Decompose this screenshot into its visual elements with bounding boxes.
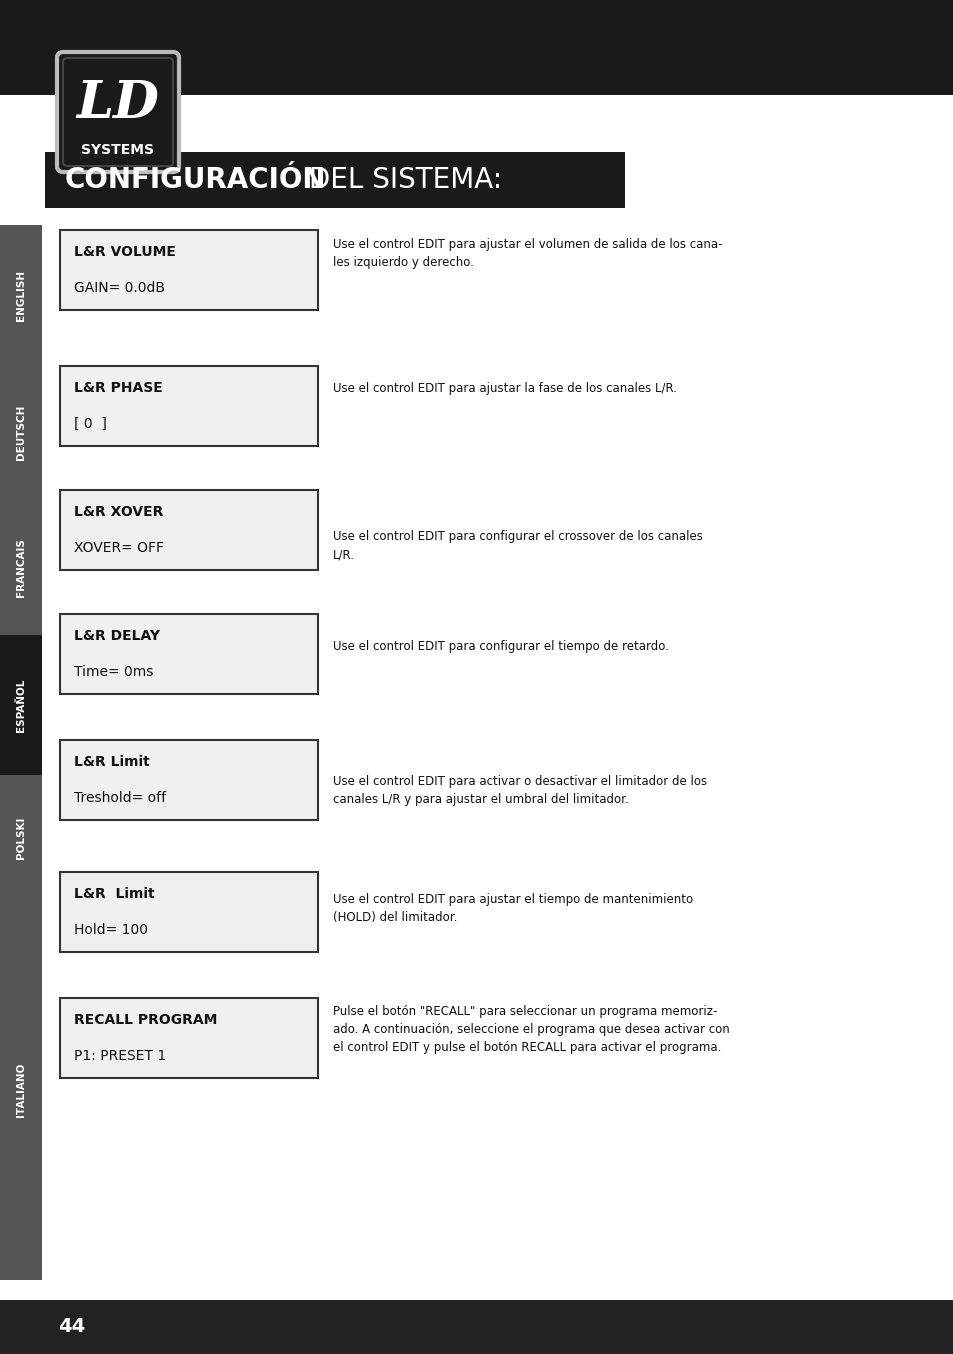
Bar: [60, 872, 317, 952]
Text: L&R PHASE: L&R PHASE: [74, 380, 163, 395]
Text: les izquierdo y derecho.: les izquierdo y derecho.: [333, 256, 474, 269]
Text: FRANCAIS: FRANCAIS: [16, 538, 26, 597]
FancyBboxPatch shape: [45, 152, 624, 209]
Text: Time= 0ms: Time= 0ms: [74, 665, 153, 678]
Text: XOVER= OFF: XOVER= OFF: [74, 542, 164, 555]
Text: CONFIGURACIÓN: CONFIGURACIÓN: [65, 167, 326, 194]
Text: L/R.: L/R.: [333, 548, 355, 561]
Bar: [0, 0, 953, 95]
Text: Use el control EDIT para ajustar el volumen de salida de los cana-: Use el control EDIT para ajustar el volu…: [333, 238, 721, 250]
Bar: [60, 230, 317, 310]
Text: Use el control EDIT para ajustar el tiempo de mantenimiento: Use el control EDIT para ajustar el tiem…: [333, 894, 693, 906]
FancyBboxPatch shape: [63, 58, 172, 167]
Text: RECALL PROGRAM: RECALL PROGRAM: [74, 1013, 217, 1026]
Text: P1: PRESET 1: P1: PRESET 1: [74, 1049, 166, 1063]
Text: LD: LD: [76, 79, 159, 130]
Text: GAIN= 0.0dB: GAIN= 0.0dB: [74, 282, 165, 295]
Text: ado. A continuación, seleccione el programa que desea activar con: ado. A continuación, seleccione el progr…: [333, 1024, 729, 1036]
Text: L&R VOLUME: L&R VOLUME: [74, 245, 175, 259]
Text: SYSTEMS: SYSTEMS: [81, 144, 154, 157]
Text: Use el control EDIT para ajustar la fase de los canales L/R.: Use el control EDIT para ajustar la fase…: [333, 382, 677, 395]
Bar: [0, 900, 42, 1280]
Bar: [60, 998, 317, 1078]
Text: Pulse el botón "RECALL" para seleccionar un programa memoriz-: Pulse el botón "RECALL" para seleccionar…: [333, 1005, 717, 1018]
Bar: [0, 366, 42, 500]
Text: [ 0  ]: [ 0 ]: [74, 417, 107, 431]
Text: Use el control EDIT para configurar el crossover de los canales: Use el control EDIT para configurar el c…: [333, 529, 702, 543]
Bar: [60, 613, 317, 695]
Text: L&R  Limit: L&R Limit: [74, 887, 154, 900]
Text: L&R DELAY: L&R DELAY: [74, 630, 160, 643]
Text: canales L/R y para ajustar el umbral del limitador.: canales L/R y para ajustar el umbral del…: [333, 793, 628, 806]
Text: Treshold= off: Treshold= off: [74, 791, 166, 806]
FancyBboxPatch shape: [57, 51, 179, 172]
Bar: [60, 741, 317, 821]
Text: 44: 44: [58, 1317, 85, 1336]
Text: Use el control EDIT para configurar el tiempo de retardo.: Use el control EDIT para configurar el t…: [333, 640, 668, 653]
Bar: [0, 635, 42, 774]
Bar: [0, 225, 42, 366]
Text: (HOLD) del limitador.: (HOLD) del limitador.: [333, 911, 456, 923]
Text: ESPAÑOL: ESPAÑOL: [16, 678, 26, 731]
Text: POLSKI: POLSKI: [16, 816, 26, 858]
Bar: [0, 1300, 953, 1354]
Bar: [0, 774, 42, 900]
Text: ITALIANO: ITALIANO: [16, 1063, 26, 1117]
Bar: [60, 490, 317, 570]
Bar: [45, 152, 335, 209]
Text: Hold= 100: Hold= 100: [74, 923, 148, 937]
Bar: [0, 500, 42, 635]
Text: L&R XOVER: L&R XOVER: [74, 505, 163, 519]
Text: ENGLISH: ENGLISH: [16, 269, 26, 321]
Text: DEUTSCH: DEUTSCH: [16, 405, 26, 460]
Text: el control EDIT y pulse el botón RECALL para activar el programa.: el control EDIT y pulse el botón RECALL …: [333, 1041, 720, 1053]
Text: L&R Limit: L&R Limit: [74, 756, 150, 769]
Text: DEL SISTEMA:: DEL SISTEMA:: [299, 167, 501, 194]
Bar: [60, 366, 317, 445]
Text: Use el control EDIT para activar o desactivar el limitador de los: Use el control EDIT para activar o desac…: [333, 774, 706, 788]
